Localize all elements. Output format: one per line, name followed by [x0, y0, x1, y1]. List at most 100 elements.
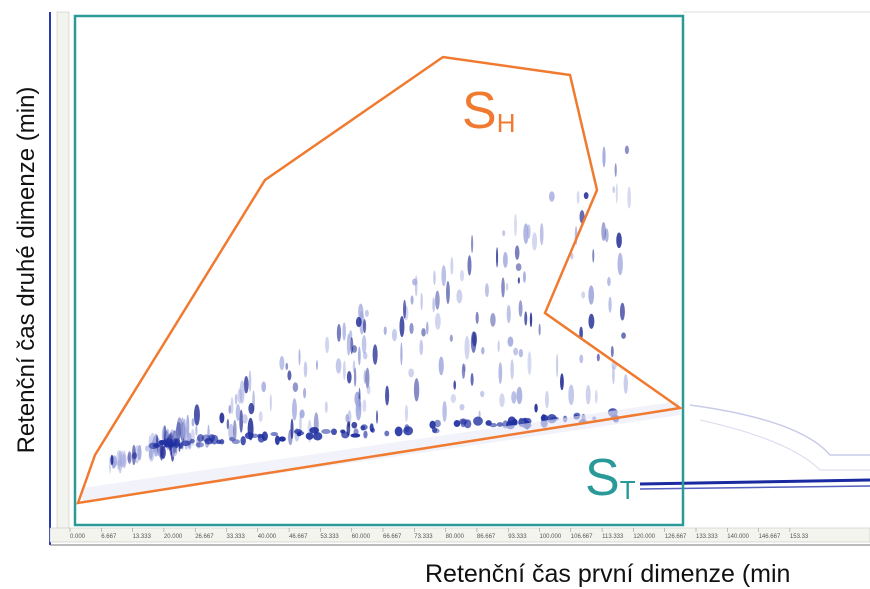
peak [617, 252, 623, 276]
peak [356, 398, 362, 412]
peak [470, 373, 474, 386]
x-tick-label: 153.33 [790, 534, 809, 540]
peak [463, 419, 472, 429]
peak [353, 367, 357, 387]
peak [321, 429, 331, 435]
peak [274, 435, 280, 446]
peak [346, 333, 351, 356]
x-tick-label: 73.333 [414, 534, 433, 540]
x-tick-label: 6.667 [101, 534, 117, 540]
peak [364, 309, 369, 317]
peak [195, 442, 205, 448]
peak [315, 360, 318, 371]
peak [303, 387, 307, 399]
peak [604, 228, 609, 243]
x-tick-label: 46.667 [289, 534, 308, 540]
peak [601, 222, 606, 241]
peak [502, 230, 506, 237]
peak [175, 422, 182, 441]
peak [496, 422, 504, 427]
peak [511, 418, 518, 426]
peak [180, 440, 191, 447]
peak [296, 432, 302, 437]
peak [548, 191, 555, 202]
peak [502, 251, 508, 268]
peak [291, 398, 297, 421]
peak [429, 420, 436, 429]
peak [419, 339, 424, 356]
peak [365, 367, 370, 389]
peak [518, 300, 523, 317]
peak [450, 393, 457, 403]
peak [363, 369, 367, 384]
peak [592, 249, 595, 263]
peak [442, 400, 447, 422]
peak [489, 422, 498, 428]
x-tick-label: 93.333 [508, 534, 527, 540]
peak [522, 271, 526, 283]
peak [148, 447, 155, 462]
peak [269, 393, 272, 412]
peak [467, 255, 472, 276]
peak [484, 283, 489, 298]
peak [464, 335, 470, 360]
peak [120, 453, 127, 468]
peak [435, 290, 440, 310]
peak [324, 401, 328, 414]
peak [510, 359, 514, 380]
peak [279, 355, 285, 371]
x-tick-label: 20.000 [164, 534, 183, 540]
peak [363, 351, 368, 360]
peak [414, 275, 418, 297]
peak [248, 402, 255, 415]
x-tick-label: 100.000 [540, 534, 562, 540]
peak [511, 391, 517, 404]
peak [614, 163, 617, 177]
peak [325, 336, 330, 354]
x-tick-label: 80.000 [446, 534, 465, 540]
trace [639, 485, 870, 490]
peak [473, 416, 483, 426]
peak [583, 192, 589, 200]
peak [351, 421, 358, 429]
peak [363, 430, 368, 439]
peak [384, 430, 390, 437]
peak [490, 313, 496, 327]
peak [426, 321, 429, 335]
peak [432, 297, 435, 313]
peak [312, 432, 323, 441]
peak [342, 322, 347, 341]
peak [189, 438, 195, 444]
peak [404, 404, 409, 422]
peak [616, 232, 622, 249]
peak [433, 270, 436, 286]
peak [240, 435, 246, 446]
peak [481, 347, 485, 355]
peak [285, 362, 289, 371]
region-h-label: SH [462, 82, 515, 140]
peak [298, 348, 301, 366]
peak [539, 223, 544, 246]
peak [201, 434, 211, 442]
peak [446, 280, 450, 305]
peak [400, 342, 403, 366]
peak [538, 323, 541, 336]
peak [409, 322, 414, 335]
peak [362, 399, 367, 413]
peak [360, 425, 366, 431]
region-t-label: ST [585, 449, 636, 507]
peak [193, 404, 200, 426]
peak [153, 443, 161, 448]
peak [399, 316, 405, 338]
peak [475, 311, 479, 324]
peak [352, 360, 356, 373]
peak [461, 363, 466, 379]
peak [524, 311, 528, 326]
peak [456, 289, 463, 304]
x-tick-label: 60.000 [352, 534, 371, 540]
peak [480, 390, 485, 398]
peak [576, 190, 580, 204]
x-tick-label: 86.667 [477, 534, 496, 540]
peak [621, 332, 626, 339]
peak [506, 305, 511, 324]
